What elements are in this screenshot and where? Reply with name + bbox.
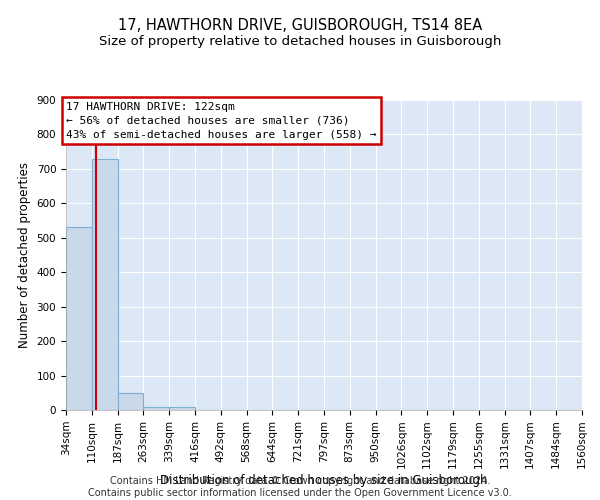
Bar [143,406,169,410]
Text: Contains HM Land Registry data © Crown copyright and database right 2024.
Contai: Contains HM Land Registry data © Crown c… [88,476,512,498]
Text: Size of property relative to detached houses in Guisborough: Size of property relative to detached ho… [99,35,501,48]
Text: 17, HAWTHORN DRIVE, GUISBOROUGH, TS14 8EA: 17, HAWTHORN DRIVE, GUISBOROUGH, TS14 8E… [118,18,482,32]
Bar [118,393,143,410]
Bar [92,158,118,410]
Text: 17 HAWTHORN DRIVE: 122sqm
← 56% of detached houses are smaller (736)
43% of semi: 17 HAWTHORN DRIVE: 122sqm ← 56% of detac… [66,102,377,140]
Y-axis label: Number of detached properties: Number of detached properties [18,162,31,348]
Bar [169,407,195,410]
X-axis label: Distribution of detached houses by size in Guisborough: Distribution of detached houses by size … [160,474,488,487]
Bar [66,228,92,410]
